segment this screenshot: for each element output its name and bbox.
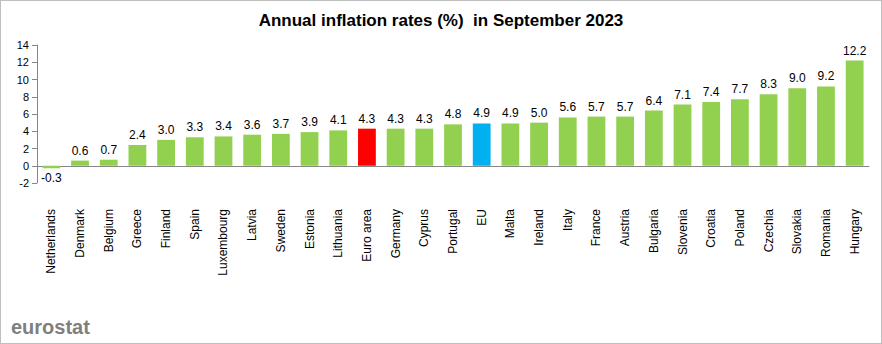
svg-text:EU: EU xyxy=(475,209,489,226)
svg-text:Czechia: Czechia xyxy=(762,209,776,253)
svg-text:9.0: 9.0 xyxy=(789,71,806,85)
svg-text:Austria: Austria xyxy=(618,209,632,247)
svg-text:5.7: 5.7 xyxy=(588,100,605,114)
svg-text:3.9: 3.9 xyxy=(301,115,318,129)
svg-text:3.0: 3.0 xyxy=(158,123,175,137)
svg-text:Spain: Spain xyxy=(188,209,202,240)
svg-text:7.1: 7.1 xyxy=(674,88,691,102)
svg-text:Belgium: Belgium xyxy=(102,209,116,252)
svg-text:Croatia: Croatia xyxy=(704,209,718,248)
svg-text:4: 4 xyxy=(23,125,29,137)
svg-text:Finland: Finland xyxy=(159,209,173,248)
svg-text:Lithuania: Lithuania xyxy=(331,209,345,258)
svg-text:4.3: 4.3 xyxy=(359,112,376,126)
svg-text:12: 12 xyxy=(17,56,29,68)
svg-text:Cyprus: Cyprus xyxy=(417,209,431,247)
svg-text:Poland: Poland xyxy=(733,209,747,246)
svg-text:0: 0 xyxy=(23,160,29,172)
svg-text:3.4: 3.4 xyxy=(215,119,232,133)
svg-text:9.2: 9.2 xyxy=(818,69,835,83)
svg-text:France: France xyxy=(589,209,603,247)
svg-text:4.3: 4.3 xyxy=(387,112,404,126)
svg-text:4.9: 4.9 xyxy=(502,106,519,120)
svg-text:8: 8 xyxy=(23,91,29,103)
svg-text:2: 2 xyxy=(23,143,29,155)
svg-text:4.9: 4.9 xyxy=(473,106,490,120)
svg-text:6: 6 xyxy=(23,108,29,120)
svg-text:5.6: 5.6 xyxy=(559,100,576,114)
svg-text:3.6: 3.6 xyxy=(244,118,261,132)
svg-text:Italy: Italy xyxy=(561,209,575,231)
svg-text:6.4: 6.4 xyxy=(645,94,662,108)
svg-text:8.3: 8.3 xyxy=(760,77,777,91)
svg-text:7.7: 7.7 xyxy=(732,82,749,96)
svg-text:0.6: 0.6 xyxy=(72,144,89,158)
svg-text:Slovakia: Slovakia xyxy=(790,209,804,255)
svg-text:Latvia: Latvia xyxy=(245,209,259,241)
svg-text:Bulgaria: Bulgaria xyxy=(647,209,661,253)
svg-text:5.0: 5.0 xyxy=(531,106,548,120)
svg-text:Malta: Malta xyxy=(503,209,517,239)
svg-text:14: 14 xyxy=(17,39,29,51)
svg-text:Luxembourg: Luxembourg xyxy=(216,209,230,276)
svg-text:-0.3: -0.3 xyxy=(41,171,62,185)
svg-text:3.7: 3.7 xyxy=(273,117,290,131)
svg-text:0.7: 0.7 xyxy=(100,143,117,157)
svg-text:10: 10 xyxy=(17,74,29,86)
svg-text:Greece: Greece xyxy=(130,209,144,249)
svg-text:Annual inflation rates (%) in: Annual inflation rates (%) in September … xyxy=(259,11,624,30)
svg-text:4.8: 4.8 xyxy=(445,107,462,121)
svg-text:2.4: 2.4 xyxy=(129,128,146,142)
svg-text:Denmark: Denmark xyxy=(73,208,87,258)
svg-text:Slovenia: Slovenia xyxy=(676,209,690,255)
svg-text:3.3: 3.3 xyxy=(186,120,203,134)
svg-text:Romania: Romania xyxy=(819,209,833,257)
svg-text:4.3: 4.3 xyxy=(416,112,433,126)
svg-text:Netherlands: Netherlands xyxy=(44,209,58,274)
svg-text:Sweden: Sweden xyxy=(274,209,288,252)
svg-text:Euro area: Euro area xyxy=(360,209,374,262)
svg-text:Portugal: Portugal xyxy=(446,209,460,254)
svg-text:5.7: 5.7 xyxy=(617,100,634,114)
svg-text:Germany: Germany xyxy=(389,209,403,258)
svg-text:Hungary: Hungary xyxy=(848,209,862,254)
svg-text:7.4: 7.4 xyxy=(703,85,720,99)
svg-text:Ireland: Ireland xyxy=(532,209,546,246)
svg-text:Estonia: Estonia xyxy=(303,209,317,249)
svg-text:4.1: 4.1 xyxy=(330,113,347,127)
svg-text:-2: -2 xyxy=(19,177,29,189)
svg-text:12.2: 12.2 xyxy=(843,44,867,58)
svg-text:eurostat: eurostat xyxy=(11,316,90,338)
